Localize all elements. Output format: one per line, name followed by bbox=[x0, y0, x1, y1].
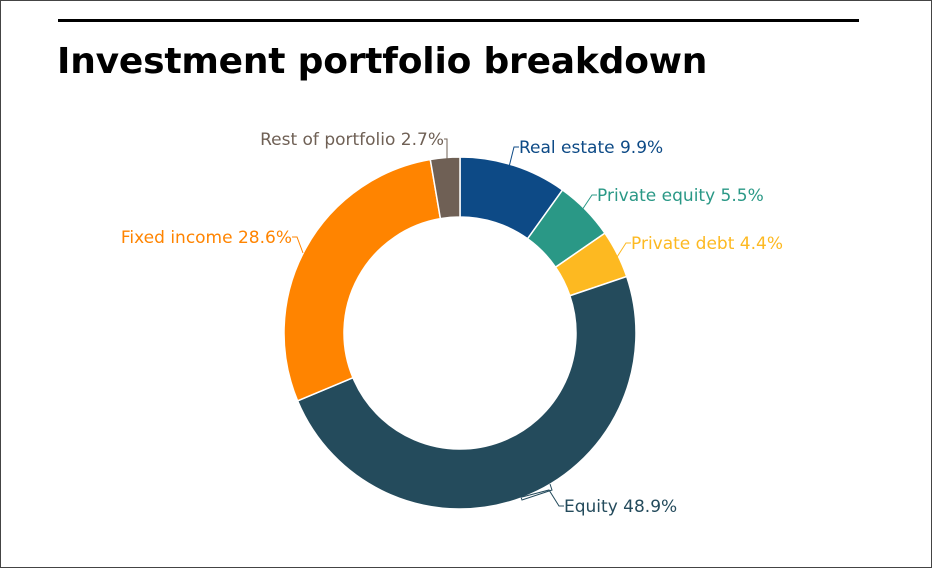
data-label-real-estate: Real estate 9.9% bbox=[519, 138, 663, 158]
leader-line-fixed-income bbox=[292, 236, 304, 254]
leader-line-real-estate bbox=[508, 146, 519, 168]
slice-fixed-income bbox=[283, 158, 442, 402]
top-rule bbox=[58, 19, 859, 22]
data-label-fixed-income: Fixed income 28.6% bbox=[121, 228, 292, 248]
leader-line-private-equity bbox=[581, 194, 597, 211]
slice-rest-of-portfolio bbox=[429, 156, 461, 220]
chart-title: Investment portfolio breakdown bbox=[57, 41, 708, 82]
leader-lines bbox=[292, 138, 631, 507]
data-label-private-debt: Private debt 4.4% bbox=[631, 234, 783, 254]
leader-line-equity bbox=[521, 489, 564, 507]
slice-equity bbox=[296, 275, 637, 510]
equity-bracket bbox=[519, 483, 553, 501]
leader-line-rest-of-portfolio bbox=[444, 138, 448, 159]
slice-labels: Real estate 9.9% Private equity 5.5% Priva… bbox=[121, 130, 783, 517]
data-label-rest-of-portfolio: Rest of portfolio 2.7% bbox=[260, 130, 444, 150]
data-label-private-equity: Private equity 5.5% bbox=[597, 186, 764, 206]
donut-slices bbox=[283, 156, 637, 510]
data-label-equity: Equity 48.9% bbox=[564, 497, 677, 517]
leader-line-private-debt bbox=[616, 242, 631, 258]
